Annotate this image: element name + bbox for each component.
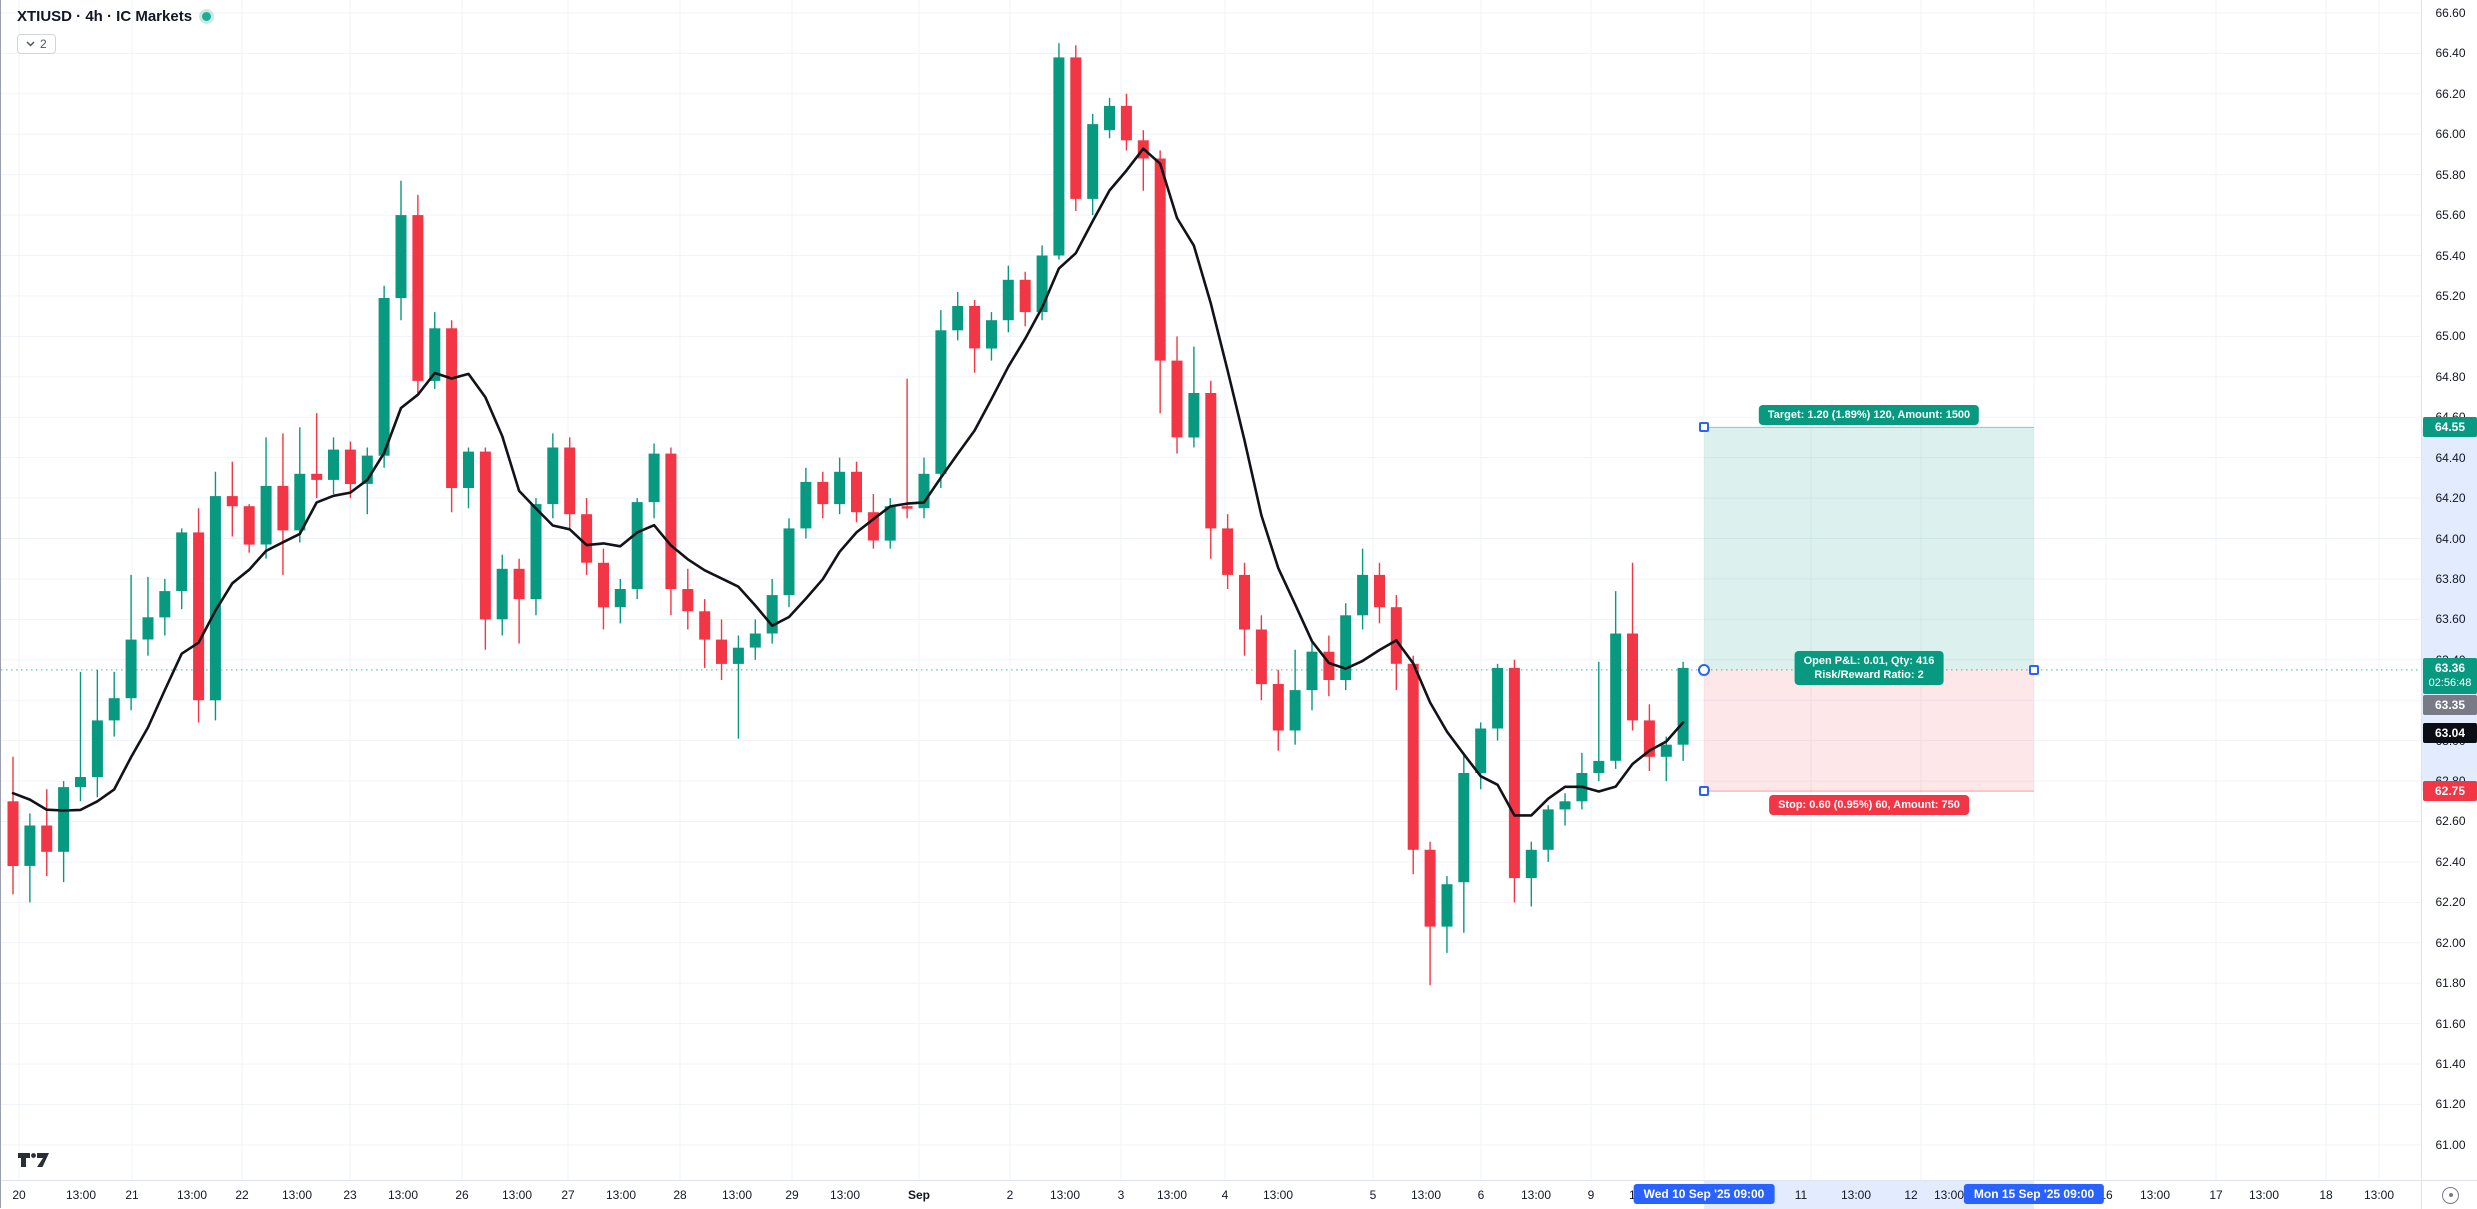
time-tick-label: 13:00	[65, 1188, 97, 1202]
price-tick-label: 62.00	[2435, 936, 2466, 950]
risk-reward-text: Risk/Reward Ratio: 2	[1814, 668, 1924, 681]
symbol-row[interactable]: XTIUSD · 4h · IC Markets	[17, 8, 212, 25]
time-tick-label: 13:00	[721, 1188, 753, 1202]
position-stop-label[interactable]: Stop: 0.60 (0.95%) 60, Amount: 750	[1769, 795, 1969, 816]
ma-value-badge: 63.04	[2423, 722, 2477, 743]
time-tick-label: 21	[125, 1188, 139, 1202]
time-tick-label: 5	[1369, 1188, 1377, 1202]
chevron-down-icon	[26, 41, 35, 47]
time-tick-label: 13:00	[1156, 1188, 1188, 1202]
axis-settings-corner[interactable]	[2421, 1180, 2477, 1209]
price-tick-label: 61.60	[2435, 1017, 2466, 1031]
indicators-collapse-button[interactable]: 2	[17, 34, 56, 54]
price-tick-label: 64.80	[2435, 370, 2466, 384]
stop-drag-handle[interactable]	[1699, 786, 1709, 797]
time-tick-label: 11	[1794, 1188, 1808, 1202]
bar-countdown: 02:56:48	[2428, 676, 2472, 689]
time-tick-label: 13:00	[1049, 1188, 1081, 1202]
tradingview-logo[interactable]	[17, 1152, 50, 1173]
time-tick-label: 17	[2209, 1188, 2223, 1202]
position-target-label[interactable]: Target: 1.20 (1.89%) 120, Amount: 1500	[1758, 405, 1980, 426]
time-tick-label: 13:00	[1410, 1188, 1442, 1202]
price-tick-label: 62.60	[2435, 814, 2466, 828]
time-tick-label: 13:00	[1840, 1188, 1872, 1202]
entry-price-badge: 63.35	[2423, 694, 2477, 715]
position-start-date-badge: Wed 10 Sep '25 09:00	[1633, 1184, 1775, 1204]
price-tick-label: 65.40	[2435, 249, 2466, 263]
time-tick-label: 13:00	[2139, 1188, 2171, 1202]
time-tick-label: 3	[1117, 1188, 1125, 1202]
close-time-drag-handle[interactable]	[2029, 664, 2039, 675]
price-tick-label: 64.00	[2435, 532, 2466, 546]
position-entry-label[interactable]: Open P&L: 0.01, Qty: 416 Risk/Reward Rat…	[1794, 650, 1944, 685]
time-tick-label: 22	[235, 1188, 249, 1202]
target-drag-handle[interactable]	[1699, 422, 1709, 433]
market-status-dot-icon[interactable]	[202, 12, 212, 21]
price-tick-label: 61.20	[2435, 1097, 2466, 1111]
target-price-badge: 64.55	[2423, 417, 2477, 438]
time-tick-label: 13:00	[605, 1188, 637, 1202]
last-price-value: 63.36	[2434, 660, 2466, 675]
candlestick-chart[interactable]	[1, 0, 2421, 1180]
time-tick-label: 2	[1006, 1188, 1014, 1202]
price-tick-label: 64.40	[2435, 451, 2466, 465]
symbol-legend: XTIUSD · 4h · IC Markets 2	[17, 8, 212, 54]
time-tick-label: 13:00	[387, 1188, 419, 1202]
indicator-count: 2	[40, 37, 47, 51]
time-tick-label: 29	[785, 1188, 799, 1202]
price-tick-label: 66.40	[2435, 46, 2466, 60]
time-axis[interactable]: 20 13:00 21 13:00 22 13:00 23 13:00 26 13:00 27 13:…	[1, 1180, 2421, 1209]
price-tick-label: 61.80	[2435, 976, 2466, 990]
position-end-date-badge: Mon 15 Sep '25 09:00	[1963, 1184, 2105, 1204]
price-tick-label: 61.00	[2435, 1138, 2466, 1152]
time-tick-label: Sep	[907, 1188, 931, 1202]
price-axis[interactable]: 66.60 66.40 66.20 66.00 65.80 65.60 65.40 65.20…	[2421, 0, 2477, 1180]
price-tick-label: 66.00	[2435, 127, 2466, 141]
stop-price-badge: 62.75	[2423, 781, 2477, 802]
price-tick-label: 66.20	[2435, 87, 2466, 101]
time-tick-label: 13:00	[1933, 1188, 1965, 1202]
time-tick-label: 27	[561, 1188, 575, 1202]
time-tick-label: 13:00	[1520, 1188, 1552, 1202]
time-tick-label: 12	[1904, 1188, 1918, 1202]
time-tick-label: 13:00	[281, 1188, 313, 1202]
time-tick-label: 23	[343, 1188, 357, 1202]
price-tick-label: 62.40	[2435, 855, 2466, 869]
time-tick-label: 13:00	[176, 1188, 208, 1202]
price-tick-label: 66.60	[2435, 6, 2466, 20]
price-tick-label: 65.00	[2435, 329, 2466, 343]
time-tick-label: 4	[1221, 1188, 1229, 1202]
chart-pane[interactable]: Target: 1.20 (1.89%) 120, Amount: 1500 O…	[1, 0, 2421, 1180]
time-tick-label: 13:00	[501, 1188, 533, 1202]
time-tick-label: 28	[673, 1188, 687, 1202]
time-tick-label: 9	[1587, 1188, 1595, 1202]
price-tick-label: 64.20	[2435, 491, 2466, 505]
time-tick-label: 6	[1477, 1188, 1485, 1202]
price-tick-label: 65.20	[2435, 289, 2466, 303]
time-tick-label: 26	[455, 1188, 469, 1202]
price-tick-label: 63.60	[2435, 612, 2466, 626]
price-tick-label: 62.20	[2435, 895, 2466, 909]
scale-settings-icon[interactable]	[2442, 1186, 2459, 1204]
symbol-title: XTIUSD · 4h · IC Markets	[17, 8, 193, 25]
price-tick-label: 61.40	[2435, 1057, 2466, 1071]
last-price-badge: 63.36 02:56:48	[2423, 657, 2477, 694]
price-tick-label: 63.80	[2435, 572, 2466, 586]
time-tick-label: 13:00	[829, 1188, 861, 1202]
time-tick-label: 18	[2319, 1188, 2333, 1202]
time-tick-label: 13:00	[2248, 1188, 2280, 1202]
time-tick-label: 13:00	[2363, 1188, 2395, 1202]
open-pnl-text: Open P&L: 0.01, Qty: 416	[1803, 654, 1935, 667]
price-tick-label: 65.80	[2435, 168, 2466, 182]
price-tick-label: 65.60	[2435, 208, 2466, 222]
time-tick-label: 13:00	[1262, 1188, 1294, 1202]
time-tick-label: 20	[12, 1188, 26, 1202]
